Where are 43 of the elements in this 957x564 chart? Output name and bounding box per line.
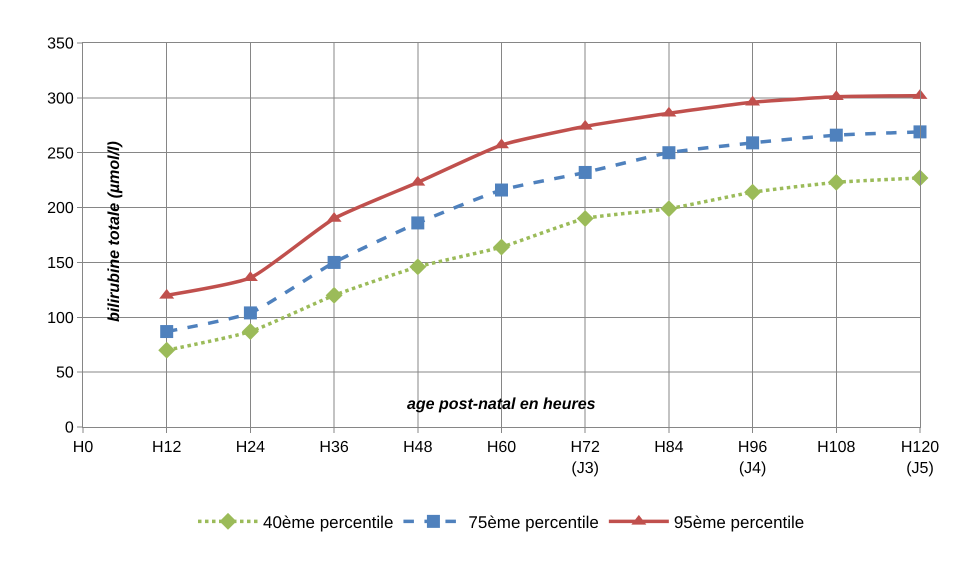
x-tick-label: H60: [486, 439, 516, 456]
x-tick-label: H108: [817, 439, 856, 456]
point: [495, 184, 508, 197]
y-tick-label: 50: [56, 364, 74, 382]
legend-label: 75ème percentile: [468, 512, 599, 532]
point: [493, 238, 510, 256]
point: [744, 184, 762, 201]
y-tick-label: 200: [47, 200, 74, 218]
y-tick-label: 150: [47, 255, 74, 272]
y-tick-label: 300: [47, 90, 74, 108]
x-tick-label: H24: [236, 439, 266, 456]
x-tick-label: H36: [319, 439, 349, 456]
point: [914, 125, 926, 138]
y-tick-label: 350: [47, 36, 74, 53]
point: [578, 166, 592, 179]
legend-label: 95ème percentile: [674, 512, 804, 532]
legend-label: 40ème percentile: [263, 512, 394, 532]
point: [242, 323, 259, 340]
x-tick-label: H12: [152, 439, 182, 456]
y-tick-label: 100: [47, 310, 74, 327]
x-tick-label: H72 (J3): [570, 439, 600, 477]
point: [662, 146, 676, 160]
y-tick-label: 250: [47, 145, 74, 162]
point: [409, 258, 426, 276]
point: [411, 216, 424, 230]
point: [160, 325, 174, 338]
y-axis-title: bilirubine totale (µmol/l): [106, 141, 123, 322]
x-tick-label: H48: [403, 439, 433, 456]
point: [828, 174, 845, 191]
x-axis-title: age post-natal en heures: [407, 396, 596, 413]
point: [576, 210, 594, 227]
x-tick-label: H0: [72, 439, 94, 456]
point: [158, 342, 176, 359]
x-tick-label: H84: [654, 439, 684, 456]
y-tick-label: 0: [64, 420, 74, 437]
point: [660, 200, 678, 218]
point: [244, 306, 257, 320]
point: [328, 256, 341, 269]
x-tick-label: H120 (J5): [900, 439, 940, 477]
point: [326, 286, 343, 304]
point: [746, 136, 760, 150]
x-tick-label: H96 (J4): [738, 439, 768, 477]
point: [830, 128, 843, 142]
